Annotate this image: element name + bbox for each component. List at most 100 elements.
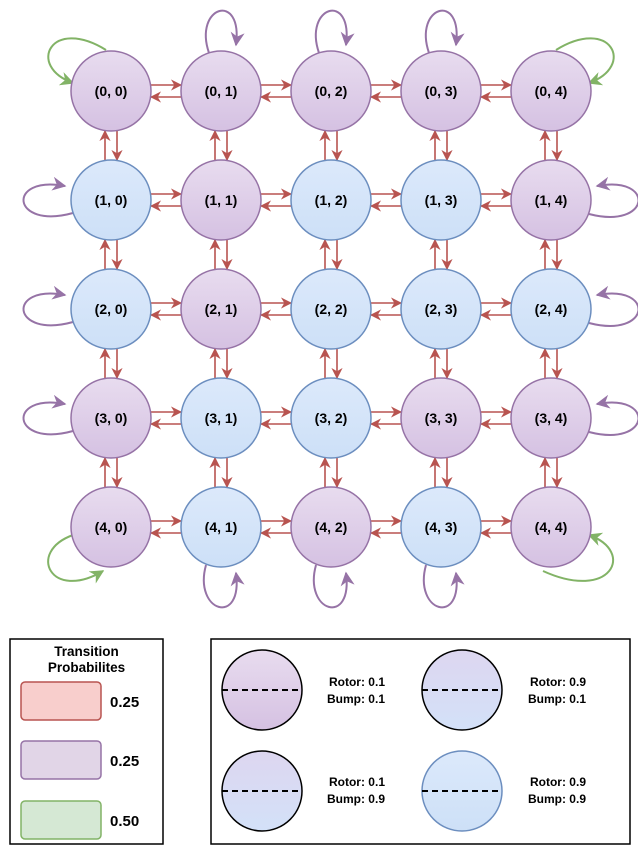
key-item-rotor-low-bump-high: Rotor: 0.1 Bump: 0.9	[221, 750, 385, 832]
legend-value-red: 0.25	[110, 694, 139, 711]
state-label: (1, 1)	[205, 192, 238, 208]
state-label: (0, 3)	[425, 83, 458, 99]
legend-value-green: 0.50	[110, 813, 139, 830]
state-label: (1, 4)	[535, 192, 568, 208]
state-circle	[400, 159, 482, 241]
state-label: (3, 2)	[315, 410, 348, 426]
self-loop-edges	[22, 9, 638, 609]
self-loop-left	[22, 394, 74, 436]
state-label: (2, 2)	[315, 301, 348, 317]
transition-legend: Transition Probabilites 0.25 0.25 0.50	[9, 638, 164, 845]
state-node: (2, 4)	[510, 268, 592, 350]
state-circle	[290, 159, 372, 241]
self-loop-right	[588, 176, 638, 218]
state-node: (3, 3)	[400, 377, 482, 459]
state-label: (4, 1)	[205, 519, 238, 535]
state-label: (2, 1)	[205, 301, 238, 317]
state-circle	[400, 377, 482, 459]
state-node: (1, 2)	[290, 159, 372, 241]
state-circle	[290, 268, 372, 350]
state-circle	[180, 50, 262, 132]
state-node: (3, 4)	[510, 377, 592, 459]
state-label: (4, 3)	[425, 519, 458, 535]
state-label: (4, 4)	[535, 519, 568, 535]
key-rotor-label: Rotor: 0.9	[530, 675, 586, 689]
state-label: (0, 2)	[315, 83, 348, 99]
state-node: (4, 0)	[70, 486, 152, 568]
state-label: (3, 0)	[95, 410, 128, 426]
self-loop-top	[314, 9, 355, 54]
state-node: (0, 1)	[180, 50, 262, 132]
state-circle	[70, 377, 152, 459]
state-label: (4, 0)	[95, 519, 128, 535]
state-circle	[180, 486, 262, 568]
state-circle	[400, 50, 482, 132]
state-circle	[70, 268, 152, 350]
state-label: (2, 4)	[535, 301, 568, 317]
state-label: (1, 0)	[95, 192, 128, 208]
state-circle	[510, 377, 592, 459]
key-rotor-label: Rotor: 0.1	[329, 675, 385, 689]
state-node: (0, 2)	[290, 50, 372, 132]
state-node: (0, 4)	[510, 50, 592, 132]
state-circle	[510, 159, 592, 241]
state-node: (1, 4)	[510, 159, 592, 241]
self-loop-top	[424, 9, 465, 54]
state-circle	[70, 486, 152, 568]
state-label: (0, 4)	[535, 83, 568, 99]
state-label: (4, 2)	[315, 519, 348, 535]
legend-swatch-green	[20, 800, 102, 840]
state-label: (2, 3)	[425, 301, 458, 317]
legend-swatch-purple	[20, 740, 102, 780]
state-nodes: (0, 0) (0, 1) (0, 2) (0, 3) (0, 4) (1, 0) (1, …	[70, 50, 592, 568]
state-circle	[510, 486, 592, 568]
state-node: (4, 4)	[510, 486, 592, 568]
state-circle	[180, 159, 262, 241]
self-loop-left	[22, 285, 74, 327]
state-node: (4, 1)	[180, 486, 262, 568]
state-node: (2, 0)	[70, 268, 152, 350]
legend-value-purple: 0.25	[110, 753, 139, 770]
state-label: (2, 0)	[95, 301, 128, 317]
key-rotor-label: Rotor: 0.1	[329, 775, 385, 789]
state-circle	[510, 268, 592, 350]
state-circle	[510, 50, 592, 132]
state-type-key: Rotor: 0.1 Bump: 0.1 Rotor: 0.9 Bump: 0.…	[210, 638, 631, 845]
state-node: (2, 3)	[400, 268, 482, 350]
state-circle	[70, 159, 152, 241]
state-node: (0, 3)	[400, 50, 482, 132]
state-node: (4, 2)	[290, 486, 372, 568]
self-loop-top	[204, 9, 245, 54]
self-loop-corner-bottom-left	[47, 534, 105, 584]
state-label: (3, 4)	[535, 410, 568, 426]
state-node: (3, 0)	[70, 377, 152, 459]
state-circle	[400, 268, 482, 350]
state-node: (1, 1)	[180, 159, 262, 241]
state-label: (3, 1)	[205, 410, 238, 426]
state-circle	[70, 50, 152, 132]
self-loop-bottom	[423, 564, 465, 609]
state-node: (1, 0)	[70, 159, 152, 241]
self-loop-corner-bottom-right	[542, 532, 615, 582]
self-loop-left	[22, 176, 74, 218]
state-node: (0, 0)	[70, 50, 152, 132]
state-node: (1, 3)	[400, 159, 482, 241]
self-loop-right	[588, 394, 638, 436]
state-label: (0, 1)	[205, 83, 238, 99]
state-circle	[290, 377, 372, 459]
state-node: (3, 2)	[290, 377, 372, 459]
state-label: (0, 0)	[95, 83, 128, 99]
self-loop-bottom	[203, 564, 245, 609]
state-node: (2, 2)	[290, 268, 372, 350]
self-loop-corner-top-left	[47, 37, 107, 86]
transition-edges	[99, 79, 563, 539]
state-label: (3, 3)	[425, 410, 458, 426]
state-circle	[290, 50, 372, 132]
state-circle	[400, 486, 482, 568]
state-circle	[180, 268, 262, 350]
state-node: (4, 3)	[400, 486, 482, 568]
legend-title-line1: Transition	[54, 644, 119, 659]
state-label: (1, 2)	[315, 192, 348, 208]
state-label: (1, 3)	[425, 192, 458, 208]
